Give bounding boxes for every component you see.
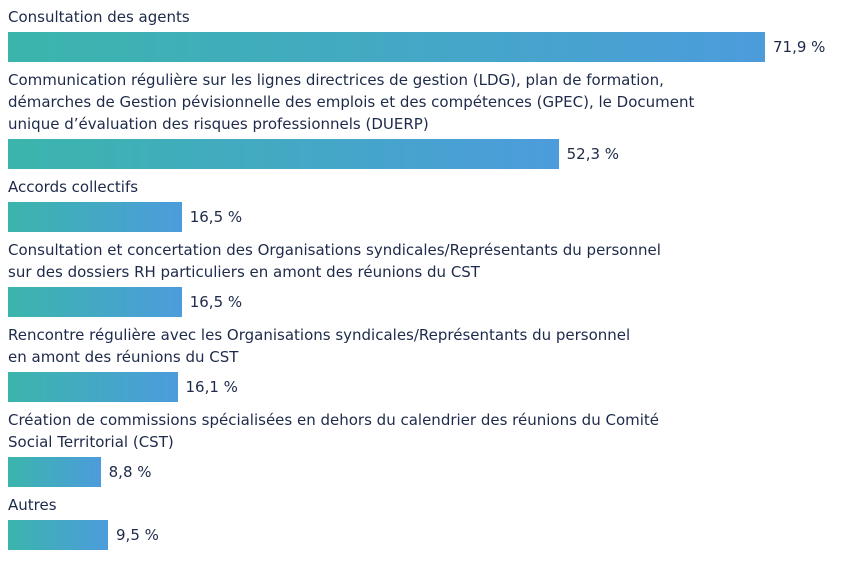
bar-item: Communication régulière sur les lignes d…: [8, 69, 848, 169]
bar-item: Consultation des agents 71,9 %: [8, 6, 848, 62]
bar: [8, 202, 182, 232]
value-label: 52,3 %: [566, 145, 620, 163]
bar: [8, 287, 182, 317]
bar: [8, 457, 101, 487]
bar-item: Autres 9,5 %: [8, 494, 848, 550]
bar-row: 16,1 %: [8, 372, 848, 402]
value-label: 9,5 %: [116, 526, 159, 544]
bar: [8, 372, 178, 402]
bar-item: Consultation et concertation des Organis…: [8, 239, 848, 317]
category-label: Consultation et concertation des Organis…: [8, 241, 661, 281]
bar-item: Rencontre régulière avec les Organisatio…: [8, 324, 848, 402]
bar-row: 52,3 %: [8, 139, 848, 169]
bar: [8, 32, 765, 62]
value-label: 16,5 %: [189, 293, 243, 311]
bar-row: 8,8 %: [8, 457, 848, 487]
category-label: Autres: [8, 496, 57, 514]
category-label: Rencontre régulière avec les Organisatio…: [8, 326, 631, 366]
value-label: 71,9 %: [773, 38, 826, 56]
category-label: Création de commissions spécialisées en …: [8, 411, 660, 451]
value-label: 16,5 %: [189, 208, 243, 226]
value-label: 16,1 %: [185, 378, 238, 396]
bar-item: Accords collectifs 16,5 %: [8, 176, 848, 232]
bar: [8, 520, 109, 550]
bar: [8, 139, 559, 169]
category-label: Communication régulière sur les lignes d…: [8, 71, 695, 133]
bar-row: 16,5 %: [8, 202, 848, 232]
bar-row: 16,5 %: [8, 287, 848, 317]
value-label: 8,8 %: [108, 463, 152, 481]
bar-row: 9,5 %: [8, 520, 848, 550]
bar-row: 71,9 %: [8, 32, 848, 62]
category-label: Accords collectifs: [8, 178, 139, 196]
bar-item: Création de commissions spécialisées en …: [8, 409, 848, 487]
category-label: Consultation des agents: [8, 8, 190, 26]
